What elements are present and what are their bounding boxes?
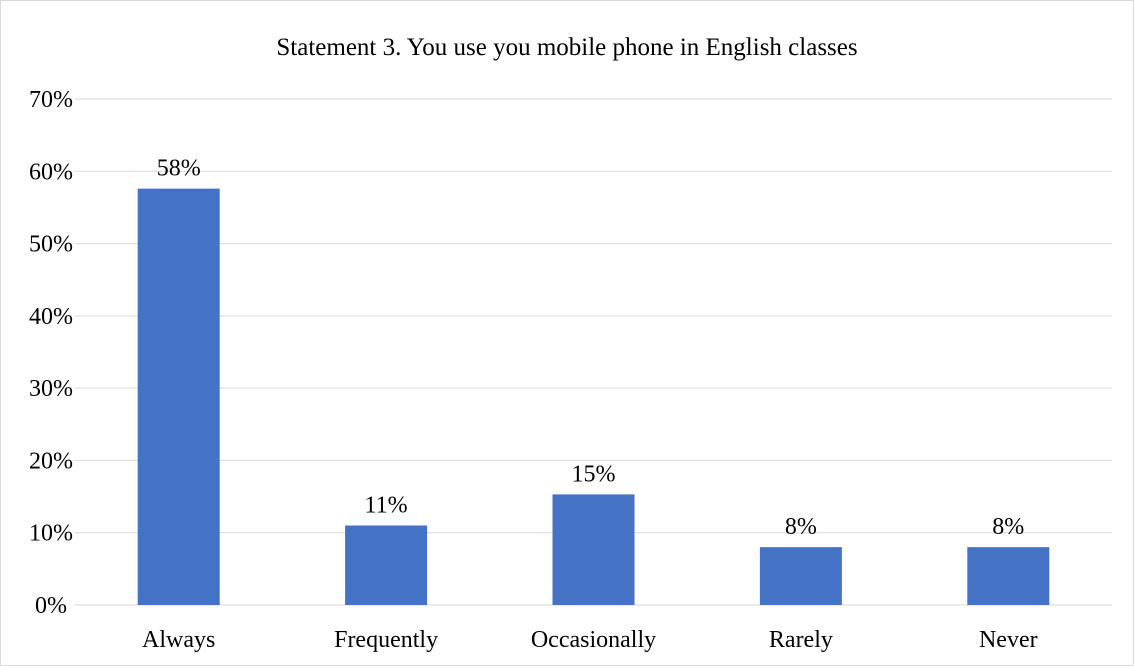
bar-frequently bbox=[345, 525, 428, 605]
y-tick-label: 20% bbox=[29, 448, 73, 474]
bars bbox=[137, 188, 1050, 606]
x-axis-ticks: Always Frequently Occasionally Rarely Never bbox=[142, 627, 1038, 653]
x-tick-label: Occasionally bbox=[531, 627, 656, 653]
y-tick-label: 50% bbox=[29, 232, 73, 258]
bar-occasionally bbox=[552, 494, 635, 605]
data-labels: 58% 11% 15% 8% 8% bbox=[157, 156, 1025, 541]
data-label: 8% bbox=[785, 514, 817, 540]
y-tick-label: 10% bbox=[29, 521, 73, 547]
bar-never bbox=[967, 547, 1050, 605]
x-tick-label: Always bbox=[142, 627, 215, 653]
x-tick-label: Never bbox=[979, 627, 1038, 653]
x-tick-label: Rarely bbox=[769, 627, 833, 653]
y-tick-label: 60% bbox=[29, 159, 73, 185]
gridlines bbox=[75, 98, 1112, 606]
y-tick-label: 40% bbox=[29, 304, 73, 330]
chart-title: Statement 3. You use you mobile phone in… bbox=[276, 34, 857, 61]
data-label: 11% bbox=[365, 492, 408, 518]
data-label: 15% bbox=[572, 461, 616, 487]
y-tick-label: 70% bbox=[29, 87, 73, 113]
y-tick-label: 0% bbox=[35, 593, 67, 619]
data-label: 8% bbox=[992, 514, 1024, 540]
y-axis-ticks: 0% 10% 20% 30% 40% 50% 60% 70% bbox=[29, 87, 73, 619]
y-tick-label: 30% bbox=[29, 376, 73, 402]
data-label: 58% bbox=[157, 156, 201, 182]
bar-rarely bbox=[759, 547, 842, 605]
bar-always bbox=[137, 188, 220, 606]
x-tick-label: Frequently bbox=[334, 627, 438, 653]
